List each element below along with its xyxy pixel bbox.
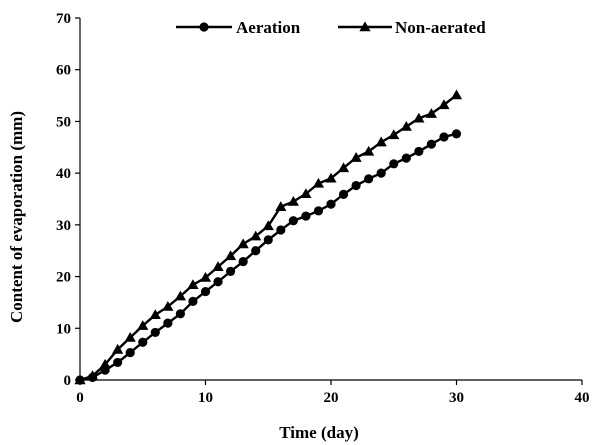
- data-point-aeration: [301, 211, 311, 221]
- y-tick-label: 0: [64, 373, 72, 389]
- data-point-non-aerated: [275, 201, 287, 211]
- legend-marker: [359, 21, 371, 32]
- x-tick-label: 30: [449, 390, 464, 406]
- data-point-non-aerated: [250, 230, 262, 241]
- series-line-aeration: [79, 132, 457, 382]
- y-tick-label: 40: [56, 166, 71, 182]
- y-tick-label: 70: [56, 11, 71, 27]
- data-point-non-aerated: [300, 188, 312, 199]
- y-tick-label: 50: [56, 114, 71, 130]
- y-tick-label: 20: [56, 270, 71, 286]
- data-point-non-aerated: [237, 238, 249, 249]
- data-point-aeration: [226, 266, 236, 276]
- data-point-aeration: [125, 347, 135, 358]
- data-point-aeration: [451, 129, 462, 139]
- data-point-non-aerated: [325, 172, 337, 183]
- data-point-non-aerated: [162, 300, 174, 311]
- data-point-non-aerated: [124, 331, 136, 342]
- data-point-aeration: [338, 189, 349, 199]
- x-tick-label: 0: [76, 390, 84, 406]
- data-point-aeration: [426, 139, 436, 149]
- data-point-aeration: [213, 277, 223, 287]
- data-point-non-aerated: [287, 195, 299, 206]
- data-point-aeration: [288, 216, 298, 226]
- legend-label: Non-aerated: [395, 18, 486, 37]
- data-point-non-aerated: [438, 99, 450, 110]
- data-point-non-aerated: [388, 129, 400, 140]
- x-tick-label: 40: [575, 390, 590, 406]
- data-point-aeration: [276, 225, 286, 235]
- data-point-non-aerated: [174, 290, 186, 301]
- data-point-non-aerated: [187, 279, 199, 290]
- y-tick-label: 60: [56, 63, 71, 79]
- legend-item-aeration: Aeration: [176, 18, 301, 37]
- data-point-non-aerated: [99, 358, 111, 369]
- legend: Aeration Non-aerated: [176, 18, 486, 37]
- data-point-aeration: [389, 159, 399, 169]
- data-point-non-aerated: [425, 108, 437, 118]
- data-point-non-aerated: [112, 343, 124, 354]
- data-point-non-aerated: [312, 177, 325, 188]
- legend-marker: [199, 22, 209, 32]
- data-point-non-aerated: [225, 250, 237, 261]
- axes: 0 10 20 30 40 50 60 70 0 10 20 30 40: [56, 11, 590, 406]
- x-tick-label: 20: [324, 390, 339, 406]
- data-point-aeration: [113, 357, 123, 368]
- data-point-aeration: [251, 246, 261, 256]
- series-aeration: [75, 129, 462, 385]
- x-axis-title: Time (day): [279, 423, 359, 442]
- plot-area: [74, 89, 463, 385]
- data-point-non-aerated: [262, 220, 274, 231]
- y-tick-label: 30: [56, 218, 71, 234]
- data-point-aeration: [200, 286, 211, 297]
- data-point-non-aerated: [400, 121, 412, 131]
- data-point-aeration: [163, 318, 173, 328]
- data-point-aeration: [401, 153, 411, 163]
- data-point-non-aerated: [212, 261, 224, 271]
- data-point-non-aerated: [149, 309, 161, 320]
- data-point-aeration: [138, 337, 148, 347]
- data-point-aeration: [238, 256, 248, 267]
- data-point-non-aerated: [375, 136, 387, 147]
- y-tick-label: 10: [56, 321, 71, 337]
- legend-label: Aeration: [236, 18, 301, 37]
- data-point-aeration: [313, 206, 324, 216]
- data-point-non-aerated: [363, 145, 375, 156]
- series-non-aerated: [74, 89, 463, 385]
- data-point-aeration: [364, 174, 374, 184]
- x-tick-label: 10: [198, 390, 213, 406]
- data-point-non-aerated: [199, 272, 212, 282]
- data-point-aeration: [263, 235, 273, 245]
- data-point-non-aerated: [350, 152, 362, 162]
- data-point-aeration: [376, 168, 386, 178]
- data-point-aeration: [150, 327, 160, 338]
- legend-item-non-aerated: Non-aerated: [338, 18, 486, 37]
- data-point-aeration: [439, 132, 449, 142]
- data-point-non-aerated: [137, 320, 149, 330]
- data-point-aeration: [326, 199, 336, 209]
- data-point-aeration: [175, 309, 185, 319]
- data-point-aeration: [351, 180, 361, 191]
- data-point-aeration: [414, 146, 424, 157]
- data-point-non-aerated: [450, 89, 463, 100]
- data-point-non-aerated: [337, 162, 350, 173]
- y-axis-title: Content of evaporation (mm): [7, 111, 26, 323]
- data-point-non-aerated: [86, 370, 99, 381]
- data-point-non-aerated: [413, 112, 425, 123]
- data-point-aeration: [188, 296, 198, 306]
